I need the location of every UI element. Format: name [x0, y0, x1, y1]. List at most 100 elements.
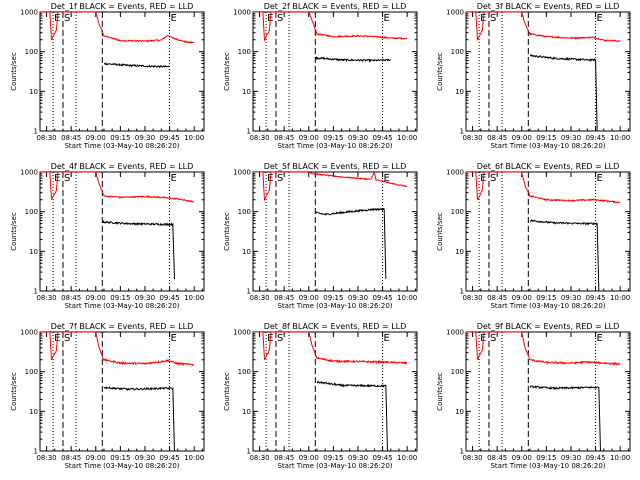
x-axis-label: Start Time (03-May-10 08:26:20): [490, 142, 605, 150]
y-tick-label: 100: [238, 48, 251, 56]
x-tick-label: 08:45: [487, 454, 507, 462]
lld-rate-line: [253, 332, 408, 365]
y-tick-label: 1: [34, 128, 38, 136]
x-tick-label: 10:00: [610, 294, 630, 302]
series-group: [40, 332, 195, 451]
y-tick-label: 100: [25, 208, 38, 216]
y-tick-label: 100: [238, 368, 251, 376]
x-tick-label: 08:45: [61, 294, 81, 302]
y-tick-label: 1000: [20, 329, 38, 337]
y-tick-label: 1000: [20, 169, 38, 177]
x-tick-label: 09:30: [348, 134, 368, 142]
event-rate-line: [529, 219, 600, 291]
x-tick-label: 08:30: [36, 134, 56, 142]
event-marker-label: E: [597, 173, 603, 184]
y-axis-label: Counts/sec: [223, 372, 231, 411]
y-axis-label: Counts/sec: [223, 52, 231, 91]
x-tick-label: 09:45: [585, 134, 605, 142]
y-tick-label: 1000: [446, 169, 464, 177]
event-marker-label: S: [277, 173, 283, 184]
event-rate-line: [316, 380, 388, 451]
x-tick-label: 10:00: [397, 134, 417, 142]
plot-frame: [252, 11, 418, 132]
x-tick-label: 09:30: [135, 454, 155, 462]
series-group: [40, 172, 195, 280]
x-tick-label: 09:15: [536, 454, 556, 462]
y-tick-label: 1: [247, 288, 251, 296]
x-tick-label: 08:30: [462, 134, 482, 142]
x-tick-label: 08:30: [249, 294, 269, 302]
event-rate-line: [103, 386, 175, 451]
panel-title: Det_5f BLACK = Events, RED = LLD: [264, 162, 407, 171]
detector-panel: Det_9f BLACK = Events, RED = LLD 08:30 08:…: [436, 322, 631, 470]
x-tick-label: 10:00: [397, 454, 417, 462]
y-axis-label: Counts/sec: [10, 372, 18, 411]
series-group: [253, 332, 408, 451]
x-tick-label: 08:30: [249, 454, 269, 462]
y-tick-label: 1: [460, 448, 464, 456]
y-tick-label: 1000: [233, 9, 251, 17]
event-marker-label: S: [277, 13, 283, 24]
x-tick-label: 08:45: [487, 294, 507, 302]
event-marker-label: S: [64, 173, 70, 184]
x-tick-label: 08:30: [462, 294, 482, 302]
x-tick-label: 09:45: [159, 134, 179, 142]
x-tick-label: 09:45: [372, 134, 392, 142]
x-tick-label: 09:00: [86, 454, 106, 462]
x-tick-label: 09:15: [110, 134, 130, 142]
y-tick-label: 1: [34, 448, 38, 456]
lld-rate-line: [253, 172, 408, 202]
x-tick-label: 08:30: [249, 134, 269, 142]
plot-frame: [465, 171, 631, 292]
series-group: [40, 12, 195, 69]
y-tick-label: 10: [455, 88, 464, 96]
detector-panel: Det_5f BLACK = Events, RED = LLD 08:30 08:…: [223, 162, 418, 310]
x-tick-label: 09:30: [348, 294, 368, 302]
x-tick-label: 09:45: [585, 454, 605, 462]
lld-rate-line: [40, 12, 195, 44]
x-axis-label: Start Time (03-May-10 08:26:20): [277, 142, 392, 150]
y-tick-label: 100: [451, 368, 464, 376]
lld-rate-line: [253, 12, 408, 42]
y-axis-label: Counts/sec: [10, 52, 18, 91]
y-tick-label: 10: [29, 248, 38, 256]
series-group: [466, 12, 621, 131]
event-marker-label: S: [277, 333, 283, 344]
y-tick-label: 100: [25, 48, 38, 56]
x-tick-label: 09:00: [299, 294, 319, 302]
y-axis-label: Counts/sec: [436, 212, 444, 251]
event-rate-line: [529, 385, 601, 451]
y-axis-label: Counts/sec: [436, 52, 444, 91]
event-marker-label: S: [64, 333, 70, 344]
detector-panel: Det_2f BLACK = Events, RED = LLD 08:30 08:…: [223, 2, 418, 150]
y-tick-label: 1: [247, 128, 251, 136]
y-tick-label: 100: [451, 208, 464, 216]
x-tick-label: 09:30: [561, 134, 581, 142]
event-marker-label: E: [597, 13, 603, 24]
event-marker-label: S: [490, 333, 496, 344]
x-axis-label: Start Time (03-May-10 08:26:20): [490, 462, 605, 470]
x-tick-label: 09:00: [299, 134, 319, 142]
y-tick-label: 10: [455, 408, 464, 416]
x-tick-label: 08:30: [462, 454, 482, 462]
x-tick-label: 09:15: [536, 294, 556, 302]
x-tick-label: 09:00: [86, 134, 106, 142]
x-tick-label: 10:00: [184, 454, 204, 462]
y-tick-label: 1: [460, 288, 464, 296]
event-marker-label: E: [171, 13, 177, 24]
y-tick-label: 1: [34, 288, 38, 296]
y-tick-label: 1000: [20, 9, 38, 17]
event-marker-label: S: [64, 13, 70, 24]
x-tick-label: 10:00: [397, 294, 417, 302]
event-marker-label: E: [171, 333, 177, 344]
event-rate-line: [529, 53, 598, 131]
event-marker-label: S: [490, 173, 496, 184]
y-tick-label: 100: [451, 48, 464, 56]
x-tick-label: 09:15: [110, 454, 130, 462]
x-tick-label: 08:45: [274, 134, 294, 142]
x-tick-label: 09:30: [561, 454, 581, 462]
event-marker-label: E: [171, 173, 177, 184]
detector-panel: Det_1f BLACK = Events, RED = LLD 08:30 08:…: [10, 2, 205, 150]
x-axis-label: Start Time (03-May-10 08:26:20): [490, 302, 605, 310]
plot-frame: [39, 331, 205, 452]
